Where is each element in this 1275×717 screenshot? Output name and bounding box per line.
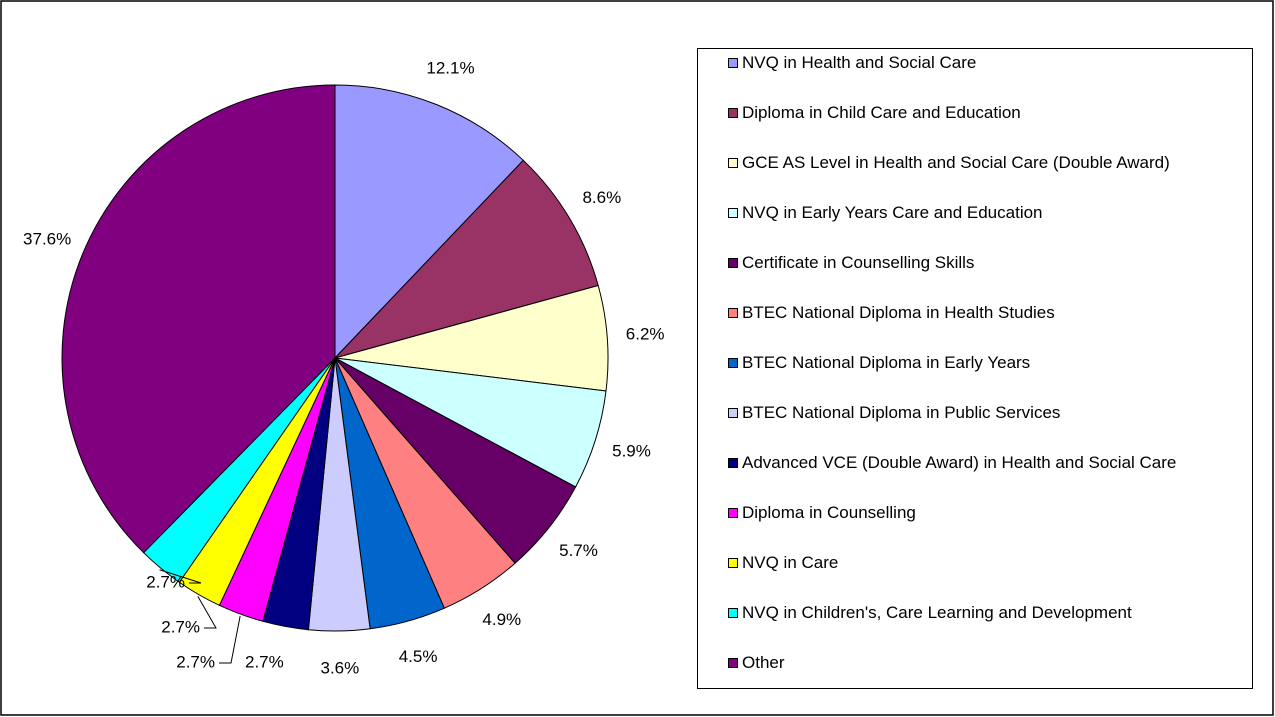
legend-swatch	[728, 158, 738, 168]
legend-swatch	[728, 658, 738, 668]
legend-label: BTEC National Diploma in Health Studies	[742, 303, 1055, 322]
legend-entry: Other	[728, 653, 1238, 673]
legend-swatch	[728, 258, 738, 268]
pie-slice	[61, 84, 336, 554]
legend-label: NVQ in Health and Social Care	[742, 53, 977, 72]
legend-entry: Diploma in Counselling	[728, 503, 1238, 523]
legend-entry: Diploma in Child Care and Education	[728, 103, 1238, 123]
data-label: 4.9%	[482, 610, 521, 629]
legend-label: Advanced VCE (Double Award) in Health an…	[742, 453, 1177, 472]
pie-slice	[333, 159, 599, 359]
legend-label: BTEC National Diploma in Early Years	[742, 353, 1031, 372]
legend-entry: NVQ in Health and Social Care	[728, 53, 1238, 73]
data-label: 2.7%	[161, 617, 200, 636]
legend-swatch	[728, 358, 738, 368]
legend: NVQ in Health and Social Care Diploma in …	[697, 48, 1253, 689]
data-label: 4.5%	[399, 647, 438, 666]
data-label: 2.7%	[176, 652, 215, 671]
legend-swatch	[728, 608, 738, 618]
legend-label: NVQ in Care	[742, 553, 839, 572]
legend-label: GCE AS Level in Health and Social Care (…	[742, 153, 1170, 172]
legend-label: NVQ in Early Years Care and Education	[742, 203, 1043, 222]
legend-swatch	[728, 308, 738, 318]
legend-entry: GCE AS Level in Health and Social Care (…	[728, 153, 1238, 173]
legend-label: Diploma in Counselling	[742, 503, 916, 522]
leader-line	[197, 596, 217, 629]
legend-entry: NVQ in Early Years Care and Education	[728, 203, 1238, 223]
legend-swatch	[728, 458, 738, 468]
legend-entry: BTEC National Diploma in Public Services	[728, 403, 1238, 423]
legend-entry: BTEC National Diploma in Health Studies	[728, 303, 1238, 323]
data-label: 5.9%	[612, 441, 651, 460]
data-label: 8.6%	[582, 188, 621, 207]
legend-label: Other	[742, 653, 785, 672]
legend-swatch	[728, 558, 738, 568]
legend-label: Diploma in Child Care and Education	[742, 103, 1021, 122]
legend-swatch	[728, 408, 738, 418]
pie-slice	[334, 84, 524, 360]
legend-entry: BTEC National Diploma in Early Years	[728, 353, 1238, 373]
legend-label: NVQ in Children's, Care Learning and Dev…	[742, 603, 1132, 622]
legend-entry: Advanced VCE (Double Award) in Health an…	[728, 453, 1238, 473]
data-label: 12.1%	[426, 59, 474, 78]
legend-entry: NVQ in Care	[728, 553, 1238, 573]
data-label: 3.6%	[321, 658, 360, 677]
legend-swatch	[728, 108, 738, 118]
data-label: 2.7%	[146, 572, 185, 591]
leader-line	[219, 616, 241, 664]
legend-swatch	[728, 208, 738, 218]
data-label: 37.6%	[23, 230, 71, 249]
legend-label: BTEC National Diploma in Public Services	[742, 403, 1061, 422]
legend-swatch	[728, 508, 738, 518]
data-label: 2.7%	[245, 652, 284, 671]
data-label: 5.7%	[559, 541, 598, 560]
legend-entry: Certificate in Counselling Skills	[728, 253, 1238, 273]
legend-swatch	[728, 58, 738, 68]
data-label: 6.2%	[626, 325, 665, 344]
legend-entry: NVQ in Children's, Care Learning and Dev…	[728, 603, 1238, 623]
leader-line	[159, 569, 202, 584]
legend-label: Certificate in Counselling Skills	[742, 253, 975, 272]
